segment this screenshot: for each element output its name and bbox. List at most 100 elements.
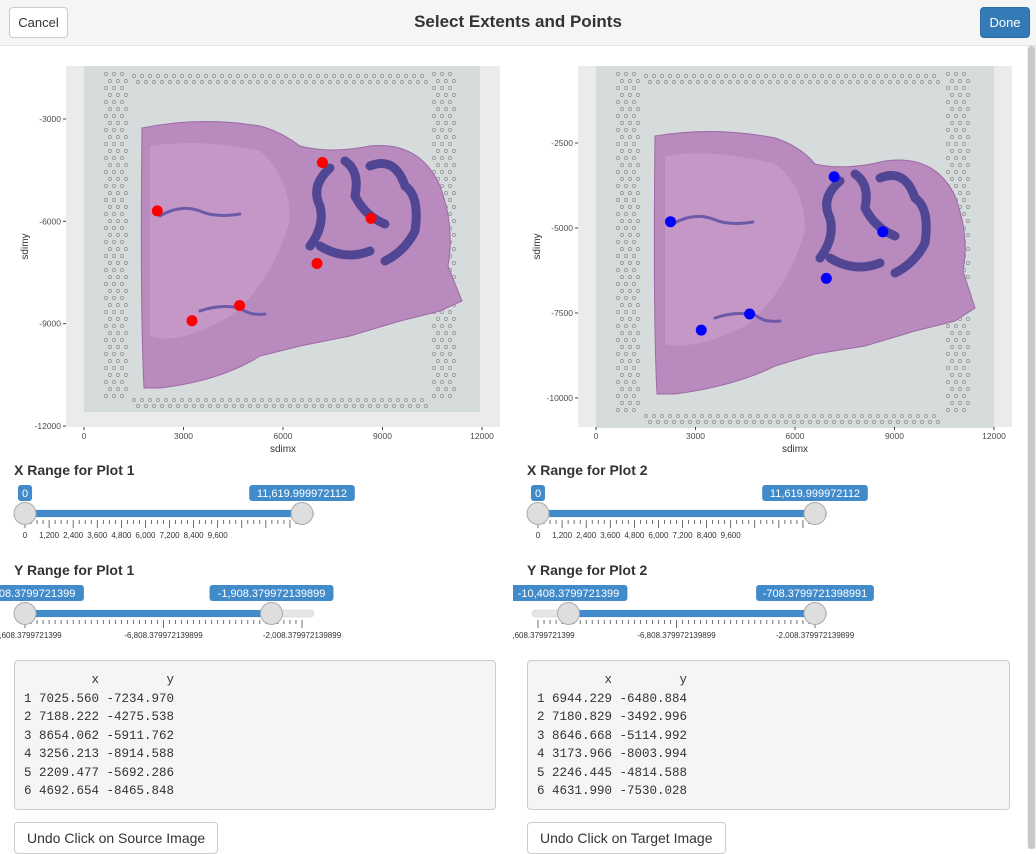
spot — [104, 282, 108, 286]
selected-point[interactable] — [186, 315, 198, 327]
spot — [624, 408, 628, 412]
spot — [104, 338, 108, 342]
spot — [736, 80, 740, 84]
slider-tick-label: 3,600 — [87, 531, 108, 540]
selected-point[interactable] — [695, 324, 707, 336]
spot — [616, 212, 620, 216]
spot — [120, 100, 124, 104]
spot — [636, 289, 640, 293]
selected-point[interactable] — [744, 308, 756, 320]
slider-handle-to[interactable] — [290, 502, 314, 525]
x-range-plot2-slider[interactable]: 0 1,200 2,400 3,600 4,800 6,000 7,200 8,400 9,60… — [513, 482, 1013, 542]
spot — [188, 398, 192, 402]
spot — [962, 100, 966, 104]
selected-point[interactable] — [828, 171, 840, 183]
spot — [966, 191, 970, 195]
selected-point[interactable] — [877, 226, 889, 238]
spot — [692, 74, 696, 78]
selected-point[interactable] — [820, 272, 832, 284]
spot — [140, 74, 144, 78]
slider-handle-to[interactable] — [803, 502, 827, 525]
spot — [104, 114, 108, 118]
slider-selected-range[interactable] — [25, 510, 302, 517]
spot — [616, 394, 620, 398]
undo-target-button[interactable]: Undo Click on Target Image — [527, 822, 726, 854]
source-image-plot[interactable]: 0 3000 6000 9000 12000 -3000 -6000 -9000 -12000 s… — [0, 46, 520, 506]
spot — [616, 268, 620, 272]
cancel-button[interactable]: Cancel — [9, 7, 68, 38]
slider-handle-from[interactable] — [13, 502, 37, 525]
scrollbar-thumb[interactable] — [1028, 46, 1035, 849]
spot — [124, 261, 128, 265]
spot — [116, 93, 120, 97]
selected-point[interactable] — [151, 205, 163, 217]
spot — [328, 404, 332, 408]
spot — [816, 80, 820, 84]
spot — [440, 380, 444, 384]
spot — [324, 398, 328, 402]
spot — [732, 74, 736, 78]
spot — [954, 86, 958, 90]
done-button[interactable]: Done — [980, 7, 1030, 38]
x-range-plot1-slider[interactable]: 0 1,200 2,400 3,600 4,800 6,000 7,200 8,400 9,60… — [0, 482, 500, 542]
spot — [624, 338, 628, 342]
spot — [958, 373, 962, 377]
spot — [958, 135, 962, 139]
spot — [180, 74, 184, 78]
spot — [676, 414, 680, 418]
slider-handle-from[interactable] — [13, 602, 37, 625]
slider-selected-range[interactable] — [25, 610, 272, 617]
spot — [448, 114, 452, 118]
spot — [632, 212, 636, 216]
spot — [958, 387, 962, 391]
slider-tick-label: 1,200 — [552, 531, 573, 540]
slider-handle-from[interactable] — [526, 502, 550, 525]
slider-selected-range[interactable] — [568, 610, 815, 617]
spot — [116, 121, 120, 125]
spot — [120, 268, 124, 272]
spot — [620, 359, 624, 363]
spot — [432, 86, 436, 90]
selected-point[interactable] — [316, 157, 328, 169]
spot — [116, 261, 120, 265]
spot — [716, 74, 720, 78]
spot — [116, 149, 120, 153]
spot — [120, 128, 124, 132]
spot — [660, 74, 664, 78]
spot — [636, 93, 640, 97]
spot — [954, 380, 958, 384]
y-range-plot1-slider[interactable]: -11,608.3799721399 -6,808.379972139899 -2,… — [0, 582, 500, 642]
spot — [436, 387, 440, 391]
slider-handle-to[interactable] — [803, 602, 827, 625]
spot — [632, 408, 636, 412]
selected-point[interactable] — [311, 257, 323, 269]
spot — [946, 156, 950, 160]
spot — [116, 219, 120, 223]
spot — [752, 80, 756, 84]
slider-handle-to[interactable] — [260, 602, 284, 625]
slider-handle-from[interactable] — [556, 602, 580, 625]
spot — [104, 184, 108, 188]
spot — [440, 352, 444, 356]
spot — [636, 163, 640, 167]
spot — [632, 324, 636, 328]
spot — [124, 79, 128, 83]
spot — [440, 170, 444, 174]
selected-point[interactable] — [665, 216, 677, 228]
y-range-plot2-slider[interactable]: -11,608.3799721399 -6,808.379972139899 -2,… — [513, 582, 1013, 642]
selected-point[interactable] — [234, 299, 246, 311]
undo-source-button[interactable]: Undo Click on Source Image — [14, 822, 219, 854]
spot — [958, 79, 962, 83]
spot — [780, 414, 784, 418]
slider-selected-range[interactable] — [538, 510, 815, 517]
spot — [616, 324, 620, 328]
spot — [248, 80, 252, 84]
target-image-plot[interactable]: 0 3000 6000 9000 12000 -2500 -5000 -7500 -10000 s… — [515, 46, 1035, 506]
spot — [950, 163, 954, 167]
spot — [448, 72, 452, 76]
selected-point[interactable] — [365, 212, 377, 224]
spot — [624, 86, 628, 90]
spot — [120, 86, 124, 90]
spot — [452, 387, 456, 391]
spot — [966, 177, 970, 181]
